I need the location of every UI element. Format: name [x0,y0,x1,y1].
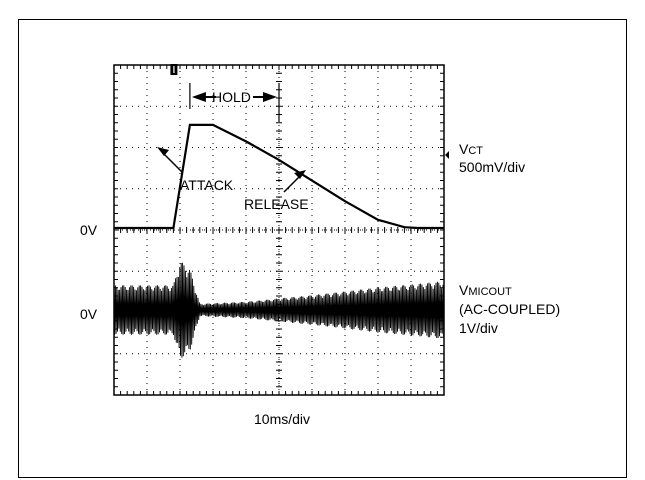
channel-subscript-vct: CT [468,145,484,157]
channel-name-vct: V [459,141,469,157]
ground-label-vmicout: 0V [80,306,98,322]
scope-grid [113,64,449,396]
release-arrow-shaft [283,175,301,193]
hold-arrow-left [191,92,206,102]
scope-traces [113,123,445,358]
channel-subscript-vmicout: MICOUT [468,286,512,298]
release-arrow-head [294,170,306,179]
channel-label-vmicout: VMICOUT [459,282,512,300]
channel-label-vct: VCT [459,141,483,159]
annotation-arrows [157,83,306,193]
channel-scale-vmicout: 1V/div [459,320,498,336]
ground-label-vct: 0V [80,222,98,238]
hold-label: HOLD [212,89,251,105]
attack-arrow-head [157,147,169,156]
attack-label: ATTACK [180,177,234,193]
attack-arrow-shaft [162,152,183,173]
trace-vmicout [113,262,445,358]
channel-marker-vct [445,151,449,159]
channel-name-vmicout: V [459,282,469,298]
release-label: RELEASE [244,196,309,212]
channel-coupling-vmicout: (AC-COUPLED) [459,301,561,317]
time-scale-label: 10ms/div [254,411,311,427]
figure-frame [18,19,627,478]
trace-vct [114,123,444,230]
channel-scale-vct: 500mV/div [459,159,526,175]
hold-arrow-right [263,92,277,102]
